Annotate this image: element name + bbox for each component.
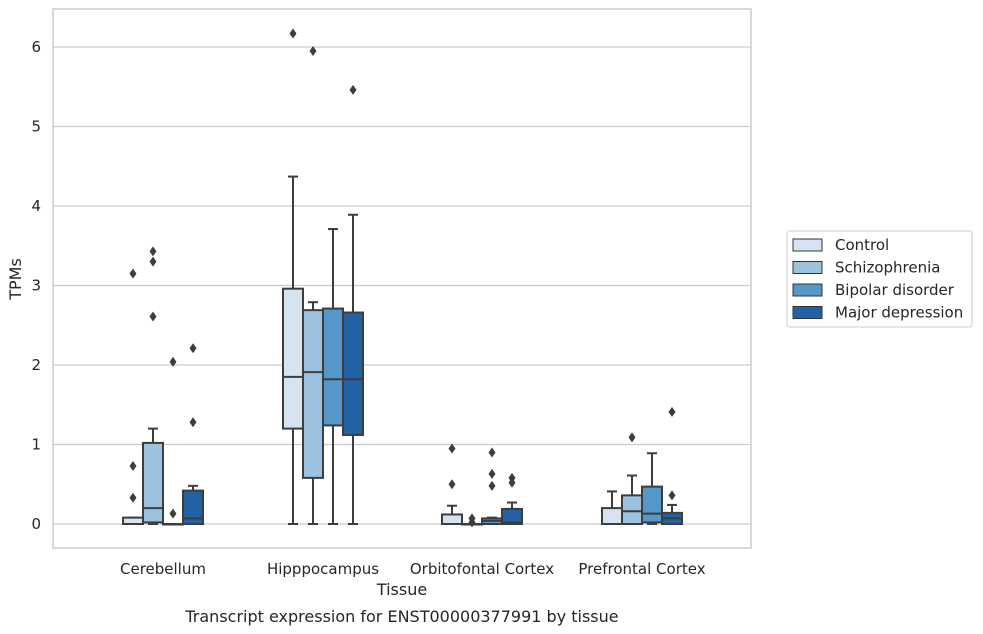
y-axis-label: TPMs: [6, 258, 25, 301]
box-body: [441, 513, 463, 526]
outlier-point: [149, 256, 157, 267]
legend-swatch: [792, 306, 823, 319]
legend-frame: [786, 230, 973, 328]
outlier-point: [289, 28, 297, 39]
y-tick-label: 5: [31, 118, 41, 136]
outlier-point: [349, 84, 357, 95]
outlier-point: [448, 443, 456, 454]
outlier-point: [149, 246, 157, 257]
y-tick-label: 6: [31, 38, 41, 56]
outlier-point: [488, 447, 496, 458]
x-tick-label: Orbitofontal Cortex: [410, 560, 554, 578]
x-tick-label: Cerebellum: [120, 560, 206, 578]
legend-swatch: [792, 238, 823, 252]
x-tick-label: Prefrontal Cortex: [578, 560, 705, 578]
outlier-point: [668, 406, 676, 417]
box-body: [302, 309, 324, 479]
legend-label: Schizophrenia: [835, 259, 940, 277]
box-body: [282, 287, 304, 430]
outlier-point: [189, 417, 197, 428]
chart-caption: Transcript expression for ENST0000037799…: [184, 607, 618, 626]
outlier-point: [488, 480, 496, 491]
box-body: [142, 441, 164, 524]
y-tick-label: 3: [31, 277, 41, 295]
box-body: [601, 507, 623, 526]
outlier-point: [448, 479, 456, 490]
y-tick-label: 4: [31, 197, 41, 215]
box-body: [501, 507, 523, 525]
legend: Control Schizophrenia Bipolar disorder Majo…: [786, 230, 973, 328]
outlier-point: [309, 45, 317, 56]
x-axis-label: Tissue: [376, 580, 427, 599]
x-tick-labels: Cerebellum Hipppocampus Orbitofontal Corte…: [120, 560, 706, 578]
y-tick-labels: 0 1 2 3 4 5 6: [31, 38, 41, 533]
series-schizophrenia: [142, 45, 643, 528]
box-body: [342, 311, 364, 436]
series-major-depression: [182, 84, 683, 525]
legend-swatch: [792, 283, 823, 297]
legend-items: Control Schizophrenia Bipolar disorder Majo…: [792, 236, 963, 322]
outlier-point: [169, 508, 177, 519]
legend-label: Major depression: [835, 304, 963, 322]
outlier-point: [129, 268, 137, 279]
series-control: [122, 28, 623, 526]
outlier-point: [488, 468, 496, 479]
outlier-point: [129, 460, 137, 471]
legend-label: Control: [835, 236, 889, 254]
y-tick-label: 1: [31, 436, 41, 454]
outlier-point: [508, 472, 516, 483]
outlier-point: [149, 311, 157, 322]
legend-label: Bipolar disorder: [835, 281, 955, 299]
box-body: [182, 489, 204, 525]
outlier-point: [468, 513, 476, 524]
x-tick-label: Hipppocampus: [267, 560, 379, 578]
outlier-point: [668, 490, 676, 501]
box-body: [621, 494, 643, 526]
outlier-point: [189, 343, 197, 354]
box-series: [122, 28, 683, 528]
series-bipolar-disorder: [162, 228, 663, 526]
y-tick-label: 2: [31, 356, 41, 374]
legend-swatch: [792, 261, 823, 274]
outlier-point: [169, 356, 177, 367]
outlier-point: [129, 492, 137, 503]
box-body: [322, 307, 344, 427]
box-body: [641, 485, 663, 524]
gridlines: [53, 46, 751, 525]
plot-area-frame: [52, 8, 752, 549]
y-tick-label: 0: [31, 515, 41, 533]
outlier-point: [628, 432, 636, 443]
